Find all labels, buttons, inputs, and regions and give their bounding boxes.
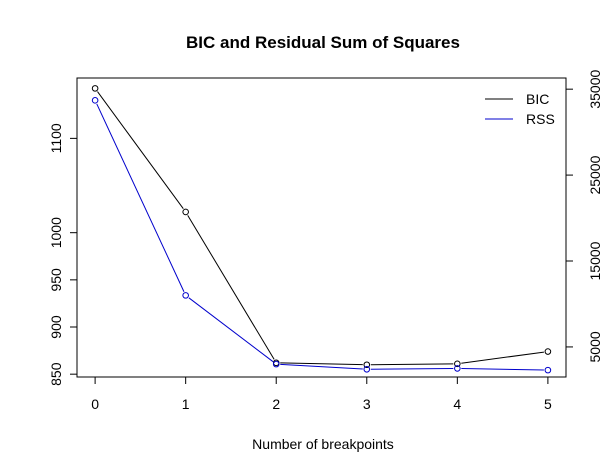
series-layer — [91, 85, 552, 374]
y-right-tick-label: 35000 — [587, 69, 603, 108]
legend: BIC RSS — [485, 91, 555, 127]
y-axis-right: 5000 15000 25000 35000 — [565, 69, 603, 363]
bic-line-segment — [370, 363, 454, 366]
bic-point — [454, 360, 461, 368]
bic-point — [544, 348, 552, 355]
bic-line-segment — [187, 215, 275, 360]
rss-point — [363, 365, 371, 373]
x-tick-label: 5 — [544, 396, 552, 412]
rss-line-segment — [96, 103, 185, 292]
bic-point — [182, 208, 189, 216]
bic-point — [91, 85, 99, 92]
y-axis-left: 850 900 950 1000 1100 — [48, 123, 78, 386]
x-tick-label: 2 — [272, 396, 280, 412]
rss-line-segment — [188, 297, 274, 363]
y-left-tick-label: 900 — [48, 315, 64, 339]
bic-line-segment — [280, 362, 363, 366]
rss-line-segment — [280, 363, 363, 370]
y-left-tick-label: 850 — [48, 362, 64, 386]
y-left-tick-label: 950 — [48, 268, 64, 292]
x-tick-label: 1 — [182, 396, 190, 412]
bic-point — [363, 361, 371, 369]
y-right-tick-label: 5000 — [587, 331, 603, 362]
x-axis-label: Number of breakpoints — [252, 436, 394, 452]
y-left-tick-label: 1100 — [48, 123, 64, 153]
y-right-tick-label: 15000 — [587, 241, 603, 280]
rss-point — [91, 97, 99, 104]
rss-point — [272, 360, 280, 368]
y-right-tick-label: 25000 — [587, 155, 603, 194]
x-tick-label: 0 — [91, 396, 99, 412]
bic-line-segment — [461, 351, 544, 364]
x-tick-label: 3 — [363, 396, 371, 412]
plot-area — [76, 77, 567, 378]
rss-point — [454, 365, 461, 372]
rss-point — [544, 366, 552, 374]
legend-rss-label: RSS — [526, 111, 555, 127]
rss-point — [182, 292, 189, 299]
rss-line-segment — [461, 367, 544, 371]
chart-title: BIC and Residual Sum of Squares — [186, 33, 460, 52]
x-axis: 0 1 2 3 4 5 — [91, 376, 552, 412]
legend-bic-label: BIC — [526, 91, 549, 107]
y-left-tick-label: 1000 — [48, 217, 64, 248]
x-tick-label: 4 — [453, 396, 461, 412]
rss-line-segment — [370, 367, 454, 370]
bic-line-segment — [97, 91, 184, 210]
